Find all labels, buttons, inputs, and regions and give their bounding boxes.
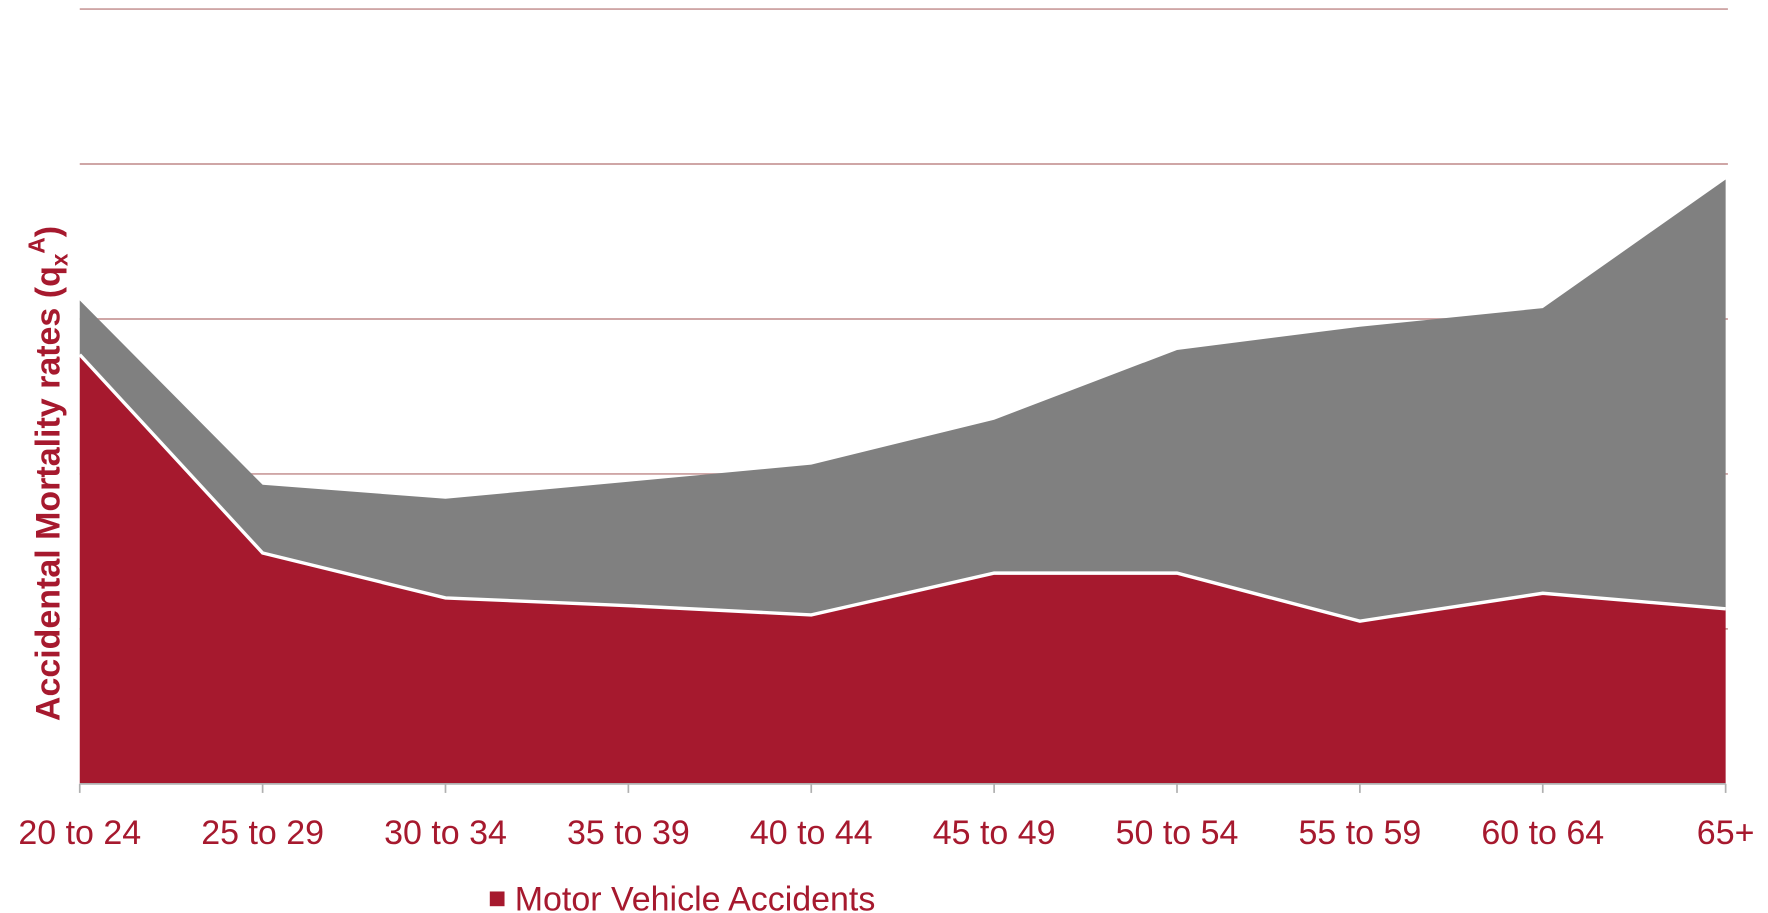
x-tick-label: 50 to 54 — [1116, 814, 1239, 852]
y-axis-label: Accidental Mortality rates (qxA) — [24, 226, 73, 721]
y-label-text: Accidental Mortality rates (q — [29, 266, 67, 721]
legend-swatch — [489, 891, 505, 907]
legend-label: Motor Vehicle Accidents — [515, 881, 876, 913]
x-tick-label: 20 to 24 — [18, 814, 141, 852]
y-label-sup: A — [24, 237, 50, 253]
x-tick-label: 55 to 59 — [1298, 814, 1421, 852]
x-tick-label: 40 to 44 — [750, 814, 873, 852]
x-tick-label: 35 to 39 — [567, 814, 690, 852]
x-tick-label: 60 to 64 — [1481, 814, 1604, 852]
y-label-sub: x — [46, 253, 72, 266]
series-separator — [78, 353, 1726, 623]
area — [79, 354, 1726, 784]
area — [79, 179, 1726, 622]
x-tick-label: 65+ — [1697, 814, 1755, 852]
y-label-end: ) — [29, 226, 67, 237]
x-tick-label: 45 to 49 — [933, 814, 1056, 852]
x-tick-label: 25 to 29 — [201, 814, 324, 852]
x-tick-label: 30 to 34 — [384, 814, 507, 852]
